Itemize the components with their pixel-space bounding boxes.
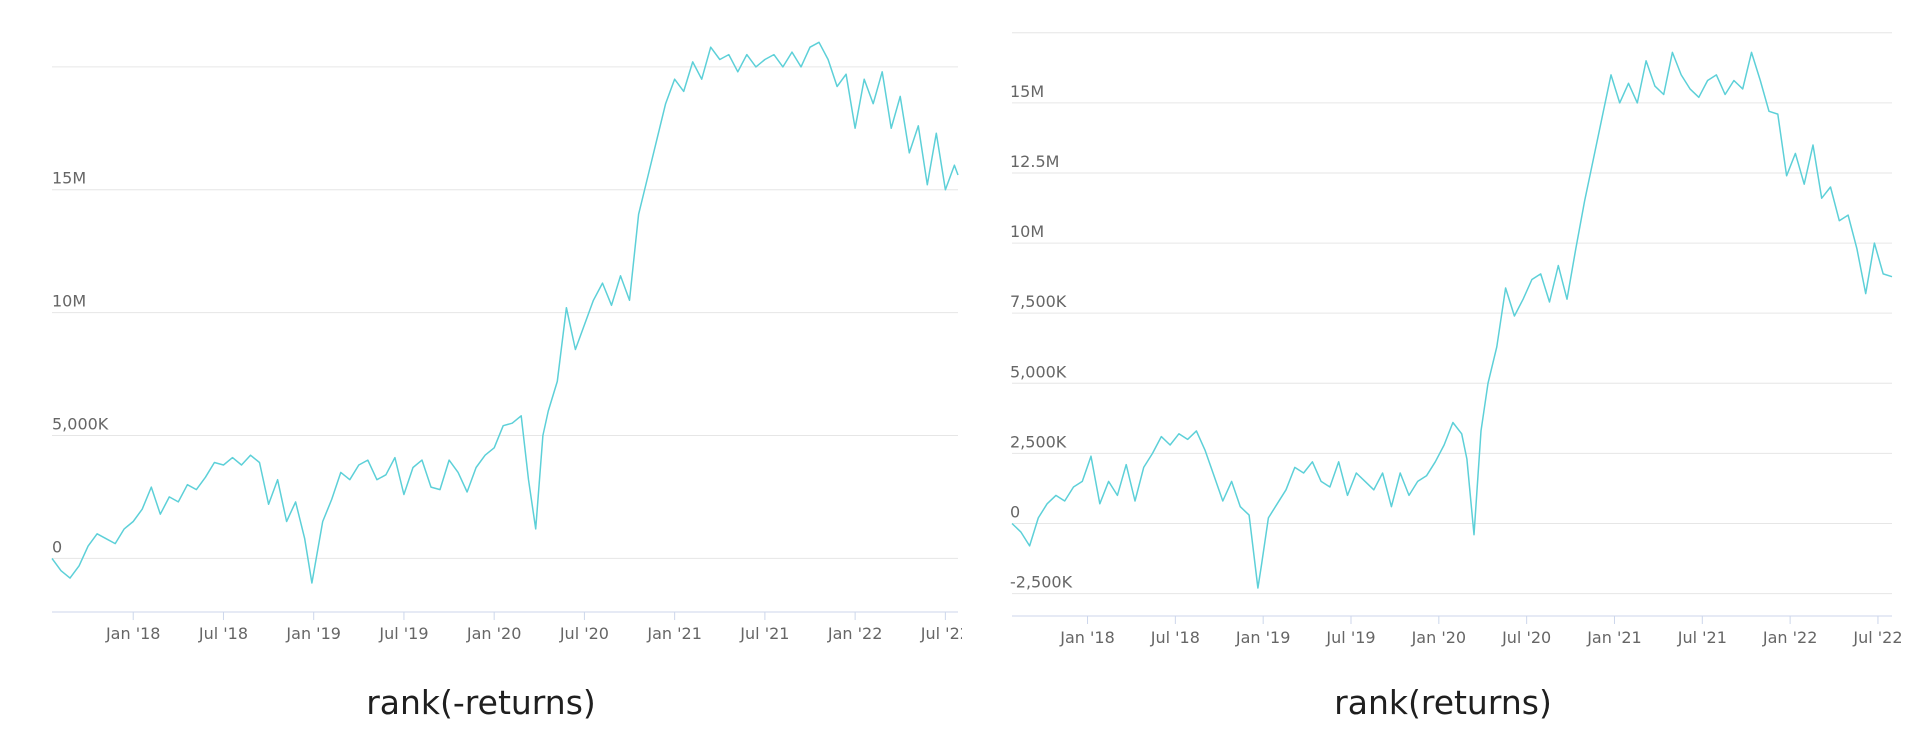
x-tick-label: Jul '22 xyxy=(1852,628,1902,647)
chart-panel-rank-neg-returns: 0 5,000K 10M 15M Jan '18 Jul '18 Jan '19 Jul '1… xyxy=(51,41,962,722)
x-tick-label: Jul '18 xyxy=(198,624,248,643)
y-tick-label: 7,500K xyxy=(1010,292,1067,311)
y-tick-label: 5,000K xyxy=(52,415,109,434)
y-tick-label: 5,000K xyxy=(1010,362,1067,381)
y-tick-label: 12.5M xyxy=(1010,152,1059,171)
y-tick-label: 10M xyxy=(1010,222,1044,241)
x-tick-label: Jan '21 xyxy=(1586,628,1642,647)
x-tick-label: Jan '22 xyxy=(827,624,883,643)
x-tick-label: Jul '18 xyxy=(1150,628,1200,647)
x-tick-label: Jul '22 xyxy=(920,624,962,643)
y-tick-label: 15M xyxy=(52,169,86,188)
x-tick-label: Jan '18 xyxy=(105,624,161,643)
x-tick-label: Jan '18 xyxy=(1059,628,1115,647)
y-tick-label: 0 xyxy=(1010,502,1020,521)
chart-caption: rank(returns) xyxy=(1334,683,1552,722)
chart-caption: rank(-returns) xyxy=(366,683,596,722)
y-tick-label: 0 xyxy=(52,537,62,556)
chart-rank-neg-returns: 0 5,000K 10M 15M Jan '18 Jul '18 Jan '19 Jul '1… xyxy=(51,41,962,643)
x-tick-label: Jan '19 xyxy=(285,624,341,643)
x-tick-label: Jul '19 xyxy=(378,624,428,643)
y-tick-label: 15M xyxy=(1010,82,1044,101)
chart-rank-returns: -2,500K 0 2,500K 5,000K 7,500K 10M 12.5M 15M Jan… xyxy=(1010,32,1903,647)
x-tick-label: Jan '21 xyxy=(646,624,702,643)
x-tick-label: Jul '20 xyxy=(1501,628,1551,647)
x-tick-label: Jul '21 xyxy=(739,624,789,643)
x-tick-label: Jan '20 xyxy=(1411,628,1467,647)
x-tick-label: Jan '19 xyxy=(1235,628,1291,647)
series-line xyxy=(51,41,959,584)
y-tick-label: 10M xyxy=(52,292,86,311)
y-tick-label: -2,500K xyxy=(1010,573,1073,592)
x-tick-label: Jul '21 xyxy=(1677,628,1727,647)
chart-panel-rank-returns: -2,500K 0 2,500K 5,000K 7,500K 10M 12.5M 15M Jan… xyxy=(962,0,1924,739)
x-tick-label: Jul '20 xyxy=(559,624,609,643)
x-tick-label: Jul '19 xyxy=(1325,628,1375,647)
y-tick-label: 2,500K xyxy=(1010,432,1067,451)
x-tick-label: Jan '22 xyxy=(1762,628,1818,647)
x-tick-label: Jan '20 xyxy=(466,624,522,643)
series-line xyxy=(1011,51,1893,589)
